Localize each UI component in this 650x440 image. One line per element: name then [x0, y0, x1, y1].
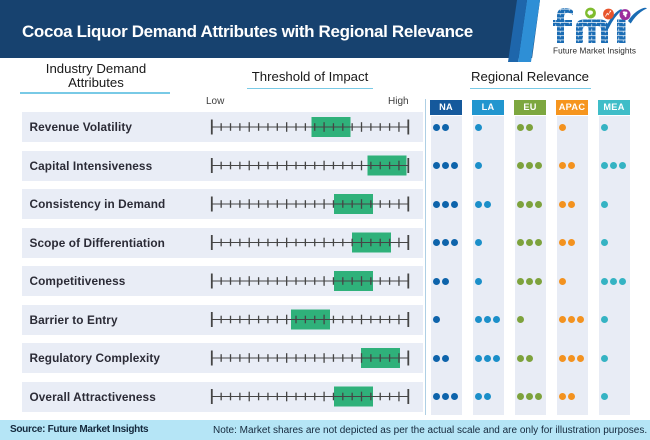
- svg-text:Future Market Insights: Future Market Insights: [553, 47, 636, 56]
